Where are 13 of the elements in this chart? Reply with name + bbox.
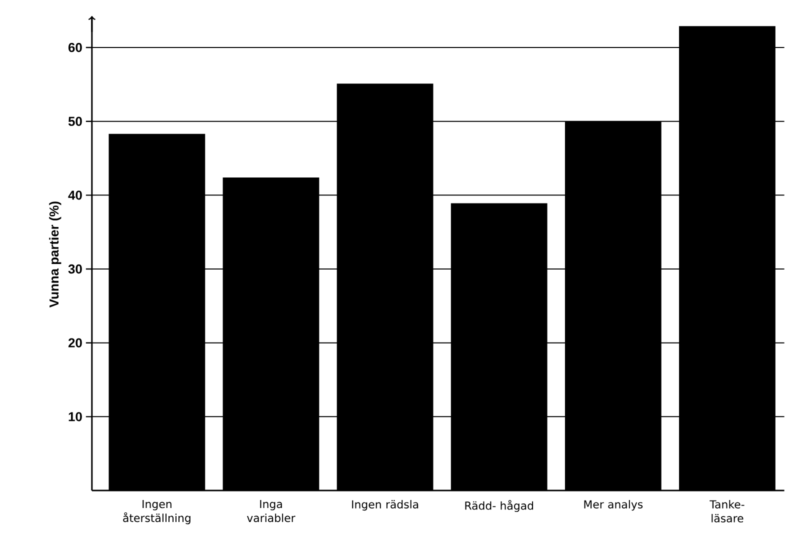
y-tick-label: 60: [68, 42, 82, 52]
x-tick-label: Ingen rädsla: [352, 500, 418, 510]
y-axis-title: Vunna partier (%): [49, 201, 62, 308]
x-tick-label: Mer analys: [584, 500, 643, 510]
y-tick-label: 20: [68, 338, 82, 348]
y-tick-label: 40: [68, 190, 82, 200]
x-tick-label: Rädd- hågad: [465, 500, 534, 512]
x-tick-label: Inga variabler: [246, 500, 296, 522]
x-tick-label: Tanke- läsare: [710, 500, 744, 522]
y-tick-label: 50: [68, 116, 82, 126]
y-tick-label: 10: [68, 412, 82, 422]
y-tick-label: 30: [68, 264, 82, 274]
x-tick-label: Ingen återställning: [123, 500, 190, 524]
